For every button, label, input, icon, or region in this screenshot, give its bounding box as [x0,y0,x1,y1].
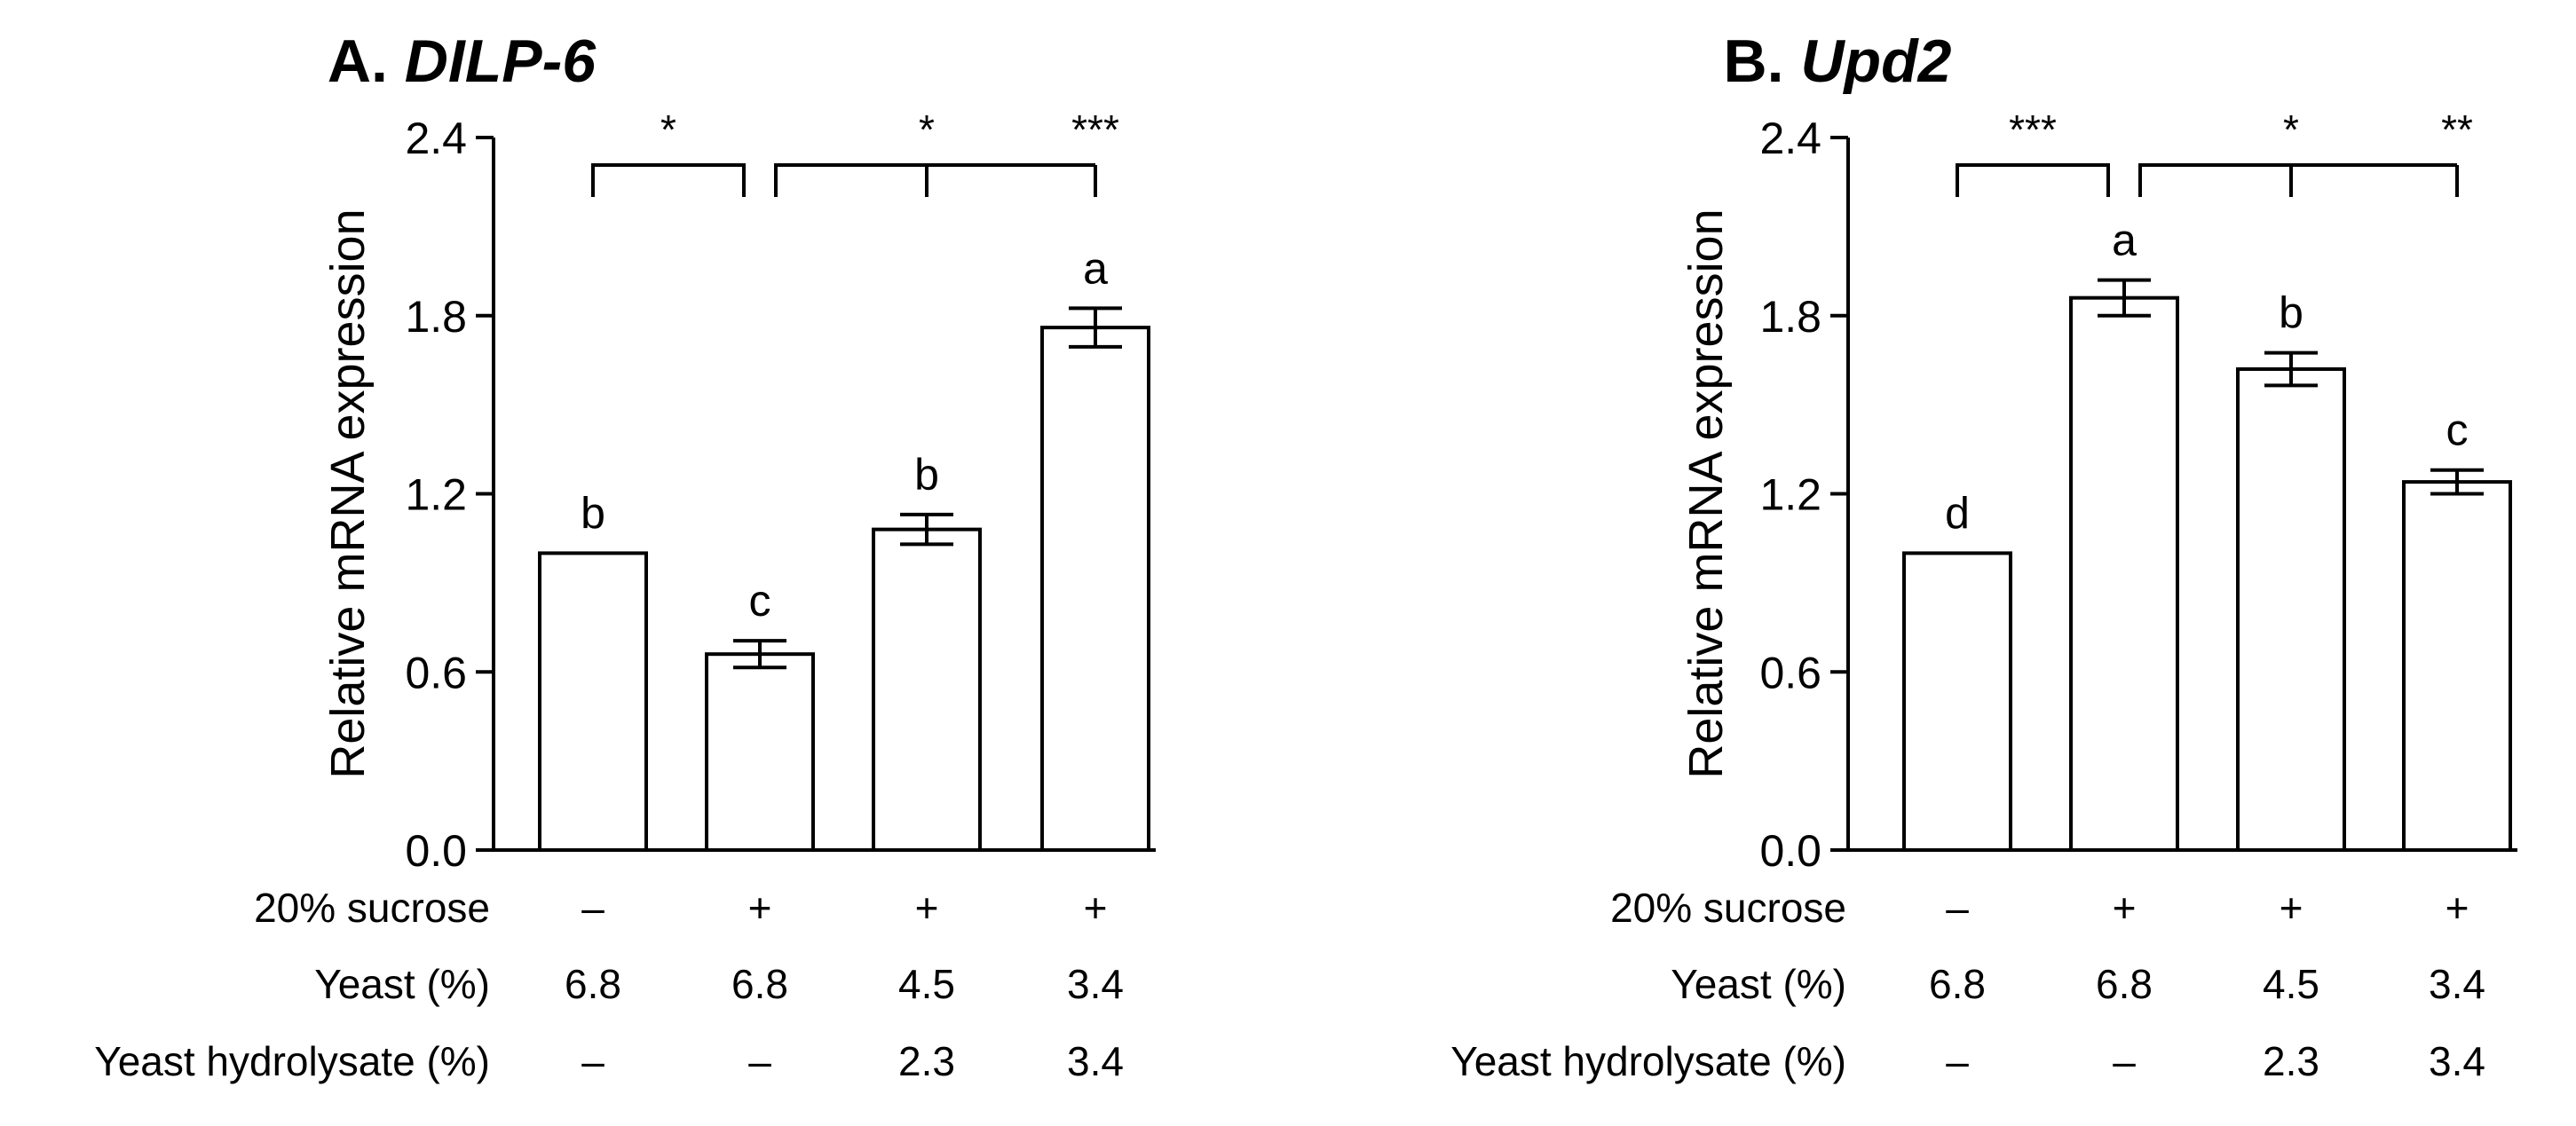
condition-cell: 2.3 [2263,1038,2319,1084]
y-tick-label: 0.6 [1759,648,1821,697]
significance-letter: b [581,488,605,538]
significance-stars: * [919,106,935,153]
bar [1040,326,1150,852]
condition-row-label: Yeast hydrolysate (%) [1450,1038,1846,1084]
bar [2236,366,2346,853]
condition-row-label: Yeast hydrolysate (%) [94,1038,490,1084]
y-tick-label: 1.8 [405,292,467,342]
y-tick-label: 1.2 [1759,470,1821,520]
condition-cell: 3.4 [1067,961,1124,1007]
condition-cell: – [2113,1038,2136,1084]
chart-title-prefix: A. [328,28,405,95]
significance-bracket [1956,163,2110,197]
significance-stars: ** [2441,106,2473,153]
y-tick-label: 2.4 [405,114,467,163]
significance-stars: * [660,106,676,153]
significance-stars: *** [1071,106,1119,153]
y-tick-label: 0.6 [405,648,467,697]
chart-title-gene: DILP-6 [405,28,597,95]
condition-cell: + [1084,885,1108,931]
significance-letter: a [2112,216,2137,265]
significance-letter: c [2446,406,2469,455]
condition-cell: 6.8 [1929,961,1986,1007]
condition-cell: + [2113,885,2137,931]
significance-bracket-shared [2138,163,2457,197]
chart-title: B. Upd2 [1724,28,1952,95]
condition-cell: 6.8 [731,961,788,1007]
significance-bracket-shared [774,163,1095,197]
condition-row-label: 20% sucrose [1610,885,1846,931]
significance-letter: b [2279,288,2303,338]
panel-b: B. Upd2 0.0 0.6 1.2 1.8 2.4 Relative mRNA expr… [1450,28,2517,1084]
significance-letter: a [1083,243,1108,293]
condition-cell: 2.3 [898,1038,955,1084]
significance-bracket [591,163,746,197]
condition-cell: + [2446,885,2469,931]
condition-cell: – [581,885,604,931]
significance-letter: b [914,450,939,500]
condition-cell: – [581,1038,604,1084]
chart-title: A. DILP-6 [328,28,597,95]
condition-cell: 3.4 [1067,1038,1124,1084]
significance-letter: c [749,576,771,626]
condition-cell: 4.5 [2263,961,2319,1007]
panel-a: A. DILP-6 0.0 0.6 1.2 1.8 2.4 Relative mRNA ex… [94,28,1156,1084]
significance-stars: * [2283,106,2299,153]
bar [538,551,648,853]
significance-letter: d [1945,488,1970,538]
condition-row-label: 20% sucrose [254,885,490,931]
bar [872,527,982,853]
condition-row-label: Yeast (%) [1671,961,1846,1007]
y-tick-label: 1.8 [1759,292,1821,342]
condition-cell: 3.4 [2429,961,2485,1007]
condition-cell: + [915,885,939,931]
chart-title-gene: Upd2 [1800,28,1951,95]
y-tick-label: 0.0 [1759,826,1821,876]
condition-cell: – [748,1038,771,1084]
condition-cell: – [1946,885,1969,931]
bar [2069,295,2179,852]
y-tick-label: 2.4 [1759,114,1821,163]
chart-title-prefix: B. [1724,28,1801,95]
bar [2402,480,2512,852]
y-axis-label: Relative mRNA expression [321,209,375,778]
condition-cell: + [748,885,772,931]
condition-cell: 3.4 [2429,1038,2485,1084]
y-tick-label: 1.2 [405,470,467,520]
y-tick-label: 0.0 [405,826,467,876]
condition-cell: 6.8 [2096,961,2153,1007]
bar [1902,551,2012,853]
condition-cell: + [2280,885,2303,931]
significance-stars: *** [2009,106,2057,153]
y-axis-label: Relative mRNA expression [1679,209,1733,778]
bar [705,652,815,852]
condition-cell: 6.8 [565,961,621,1007]
condition-cell: – [1946,1038,1969,1084]
condition-cell: 4.5 [898,961,955,1007]
condition-row-label: Yeast (%) [314,961,490,1007]
